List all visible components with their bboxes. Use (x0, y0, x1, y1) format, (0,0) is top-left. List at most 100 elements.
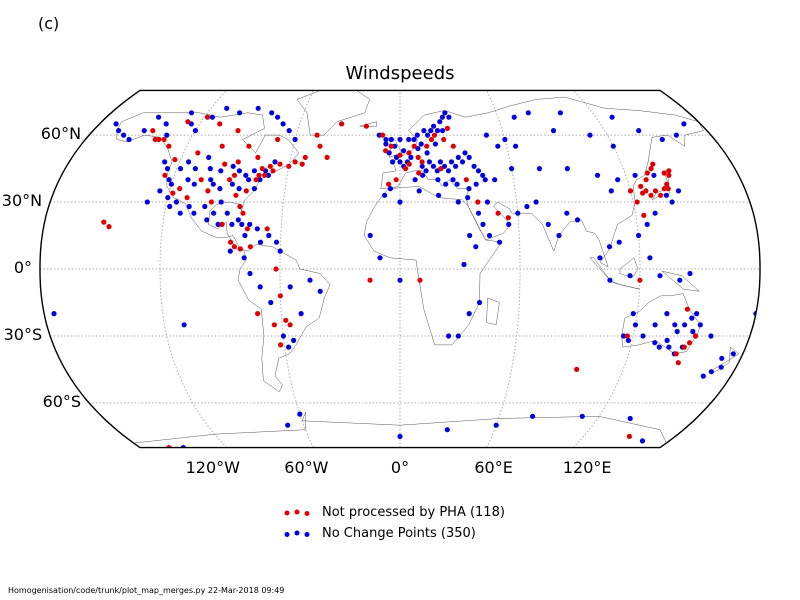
station-not-processed (198, 177, 204, 183)
station-no-change-point (247, 270, 253, 277)
red-dot (284, 510, 290, 515)
station-no-change-point (116, 128, 122, 134)
station-no-change-point (209, 114, 215, 120)
station-no-change-point (257, 177, 263, 183)
station-no-change-point (269, 110, 275, 116)
station-not-processed (275, 136, 281, 143)
station-no-change-point (652, 322, 658, 328)
coastline (619, 257, 639, 279)
station-no-change-point (167, 203, 173, 210)
station-no-change-point (656, 344, 662, 350)
station-not-processed (222, 161, 228, 167)
station-no-change-point (515, 210, 521, 216)
station-not-processed (673, 351, 679, 357)
station-no-change-point (397, 433, 403, 439)
station-no-change-point (268, 299, 274, 306)
station-not-processed (363, 123, 369, 129)
station-no-change-point (241, 255, 247, 261)
station-not-processed (687, 340, 693, 346)
station-no-change-point (164, 132, 170, 138)
station-no-change-point (211, 210, 217, 216)
station-no-change-point (280, 121, 286, 127)
station-no-change-point (421, 128, 427, 134)
station-not-processed (244, 226, 250, 232)
station-no-change-point (425, 132, 431, 138)
station-no-change-point (443, 181, 449, 187)
station-no-change-point (186, 203, 192, 210)
station-not-processed (287, 322, 293, 328)
station-not-processed (253, 177, 259, 183)
station-not-processed (170, 190, 176, 196)
station-not-processed (231, 244, 237, 250)
station-not-processed (235, 128, 241, 134)
lon-label: 60°E (474, 458, 513, 477)
station-no-change-point (236, 168, 242, 174)
station-no-change-point (237, 110, 243, 116)
station-not-processed (283, 317, 289, 323)
station-no-change-point (681, 121, 687, 127)
blue-dot (304, 531, 310, 537)
station-no-change-point (397, 277, 403, 283)
station-not-processed (641, 212, 647, 218)
station-no-change-point (652, 210, 658, 216)
station-no-change-point (455, 333, 461, 339)
station-no-change-point (664, 337, 670, 343)
lat-label: 60°S (42, 391, 82, 411)
station-not-processed (195, 150, 201, 156)
station-no-change-point (690, 328, 696, 335)
station-no-change-point (615, 177, 621, 183)
station-no-change-point (166, 177, 172, 183)
station-no-change-point (307, 277, 313, 283)
station-not-processed (292, 159, 298, 165)
station-no-change-point (524, 203, 530, 210)
station-no-change-point (439, 114, 445, 120)
station-no-change-point (286, 128, 292, 134)
station-not-processed (237, 246, 243, 252)
station-no-change-point (251, 168, 257, 174)
station-no-change-point (247, 221, 253, 227)
station-not-processed (177, 186, 183, 192)
station-no-change-point (414, 132, 420, 138)
station-no-change-point (587, 132, 593, 138)
station-not-processed (438, 166, 444, 172)
station-no-change-point (639, 438, 646, 444)
station-not-processed (666, 172, 672, 178)
station-no-change-point (610, 143, 616, 149)
station-no-change-point (730, 351, 736, 357)
station-no-change-point (222, 449, 227, 454)
station-not-processed (416, 170, 422, 176)
coastline (116, 112, 331, 393)
graticule-meridian (572, 90, 641, 448)
station-no-change-point (483, 132, 489, 138)
station-no-change-point (673, 132, 680, 138)
station-no-change-point (251, 186, 257, 192)
graticule (40, 90, 760, 448)
station-no-change-point (525, 110, 531, 116)
station-not-processed (106, 224, 112, 230)
station-no-change-point (236, 186, 242, 192)
station-no-change-point (434, 128, 441, 134)
red-dot (294, 509, 300, 514)
station-no-change-point (141, 128, 147, 134)
station-no-change-point (440, 128, 446, 134)
station-no-change-point (287, 284, 293, 290)
station-not-processed (664, 181, 670, 187)
station-not-processed (648, 192, 654, 198)
graticule-meridian (279, 90, 314, 448)
station-no-change-point (126, 136, 132, 143)
station-not-processed (380, 132, 386, 138)
station-no-change-point (297, 411, 303, 417)
legend: Not processed by PHA (118) No Change Poi… (282, 502, 505, 544)
station-no-change-point (513, 143, 519, 149)
coastline (133, 411, 667, 444)
station-not-processed (386, 181, 392, 187)
station-not-processed (228, 239, 234, 245)
station-no-change-point (625, 337, 632, 343)
station-not-processed (417, 277, 423, 283)
station-no-change-point (473, 181, 479, 187)
station-no-change-point (390, 159, 396, 165)
station-not-processed (692, 333, 699, 339)
legend-item-blue: No Change Points (350) (282, 523, 505, 544)
station-no-change-point (177, 166, 184, 172)
station-no-change-point (191, 181, 197, 187)
